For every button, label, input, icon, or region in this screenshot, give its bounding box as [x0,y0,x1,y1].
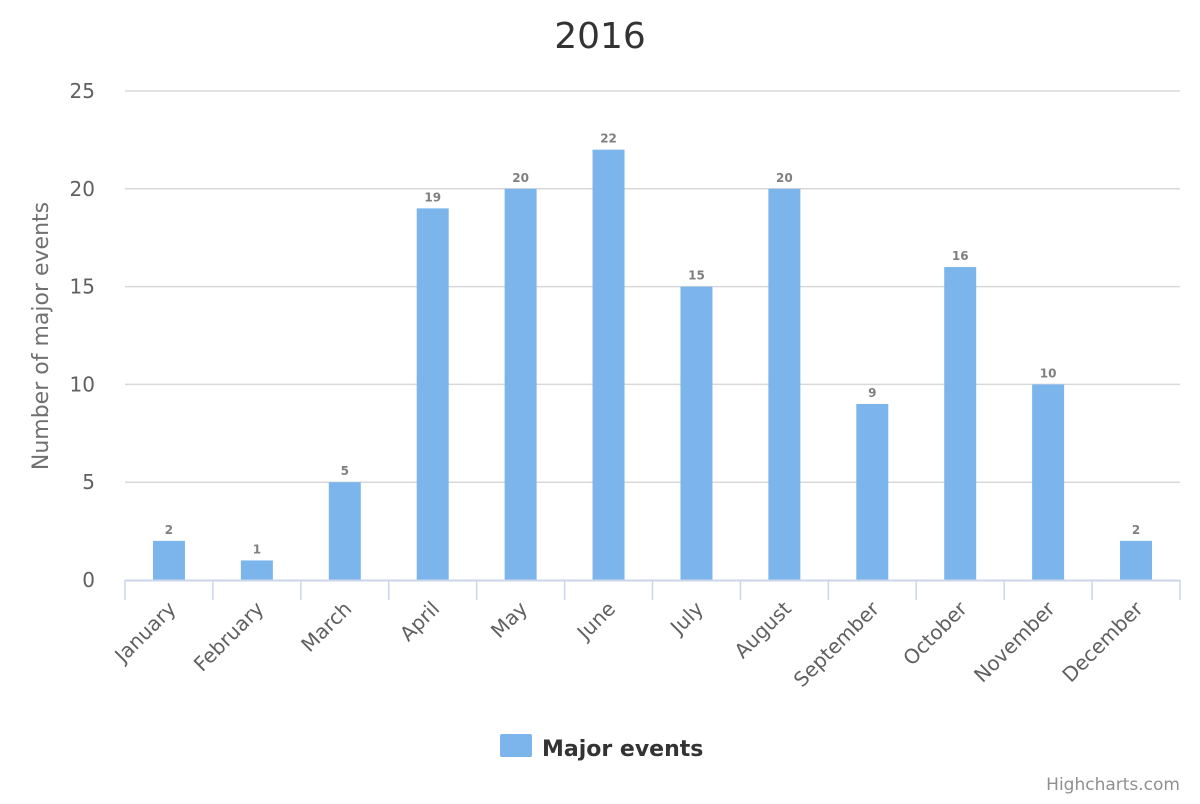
y-tick-label: 5 [82,470,95,494]
y-axis-title: Number of major events [29,202,54,470]
data-label: 22 [600,132,617,146]
data-label: 19 [424,190,441,204]
data-label: 20 [512,171,529,185]
bar-january[interactable] [152,540,185,580]
y-tick-label: 15 [70,275,95,299]
credits-link[interactable]: Highcharts.com [1046,775,1180,795]
x-tick-label: January [108,596,180,668]
y-tick-label: 25 [70,79,95,103]
legend-label[interactable]: Major events [542,737,703,762]
bar-february[interactable] [240,560,273,580]
x-tick-label: April [395,597,444,646]
x-tick-label: July [664,596,708,640]
y-tick-label: 20 [70,177,95,201]
x-tick-label: March [296,597,356,657]
bar-july[interactable] [680,286,713,580]
x-tick-label: October [898,596,972,670]
data-label: 9 [868,386,876,400]
data-label: 5 [341,464,349,478]
data-label: 2 [1132,523,1140,537]
x-axis [124,579,1181,600]
data-label: 10 [1040,366,1057,380]
y-tick-label: 0 [82,568,95,592]
bar-september[interactable] [856,403,889,580]
legend-swatch[interactable] [500,734,532,757]
bar-november[interactable] [1032,384,1065,580]
x-tick-label: June [571,597,620,646]
data-label: 16 [952,249,969,263]
x-tick-label: August [729,596,796,663]
bar-october[interactable] [944,267,977,580]
x-tick-label: November [969,596,1060,687]
grid-lines [125,90,1180,483]
data-label: 15 [688,269,705,283]
bar-march[interactable] [328,482,361,580]
chart-title: 2016 [554,16,646,57]
x-tick-label: December [1057,596,1148,687]
y-axis-ticks: 0 5 10 15 20 25 [70,79,95,592]
bar-december[interactable] [1120,540,1153,580]
data-label: 20 [776,171,793,185]
data-label: 2 [165,523,173,537]
bar-august[interactable] [768,188,801,581]
x-tick-label: September [789,596,885,692]
x-tick-label: May [486,596,532,642]
legend[interactable]: Major events [500,734,703,762]
bar-april[interactable] [416,208,449,581]
bar-may[interactable] [504,188,537,581]
y-tick-label: 10 [70,372,95,396]
data-label: 1 [253,542,261,556]
x-tick-label: February [189,596,269,676]
x-axis-ticks: January February March April May June July Augu… [108,596,1148,692]
bar-series [152,149,1153,581]
bar-june[interactable] [592,149,625,580]
